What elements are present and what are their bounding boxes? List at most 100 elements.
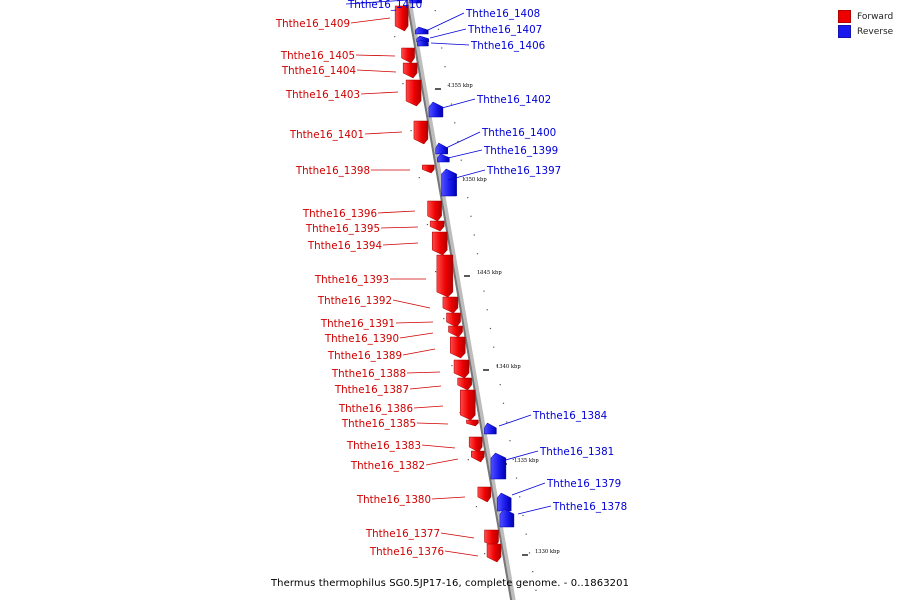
- gene-label[interactable]: Ththe16_1410: [347, 0, 422, 11]
- minor-tick: [480, 271, 482, 273]
- gene-glyph-ththe16-1396[interactable]: [427, 200, 442, 222]
- gene-glyph-ththe16-1384[interactable]: [484, 422, 497, 435]
- leader-line: [395, 321, 434, 324]
- gene-glyph-ththe16-1401[interactable]: [413, 120, 429, 145]
- gene-glyph-ththe16-1402[interactable]: [428, 101, 444, 118]
- leader-line: [441, 98, 476, 109]
- gene-glyph-ththe16-1388[interactable]: [453, 359, 470, 379]
- gene-glyph-ththe16-1393[interactable]: [436, 254, 454, 298]
- minor-tick: [444, 66, 446, 68]
- leader-line: [406, 371, 441, 374]
- gene-label[interactable]: Ththe16_1396: [302, 208, 377, 220]
- minor-tick: [493, 346, 495, 348]
- gene-glyph-ththe16-1398[interactable]: [422, 164, 435, 174]
- gene-label[interactable]: Ththe16_1409: [275, 18, 350, 30]
- leader-line: [392, 299, 431, 309]
- leader-line: [517, 505, 552, 515]
- minor-tick: [434, 10, 436, 12]
- gene-label[interactable]: Ththe16_1376: [369, 546, 444, 558]
- gene-label[interactable]: Ththe16_1385: [341, 418, 416, 430]
- gene-label[interactable]: Ththe16_1378: [552, 501, 627, 513]
- minor-tick: [454, 122, 456, 124]
- minor-tick: [450, 103, 453, 105]
- gene-glyph-ththe16-1397[interactable]: [441, 168, 457, 197]
- gene-glyph-ththe16-1379[interactable]: [496, 492, 512, 512]
- gene-label[interactable]: Ththe16_1381: [539, 446, 614, 458]
- gene-glyph-ththe16-1394[interactable]: [431, 231, 448, 256]
- minor-tick: [528, 552, 531, 554]
- gene-label[interactable]: Ththe16_1398: [295, 165, 370, 177]
- legend-label-reverse: Reverse: [857, 26, 894, 37]
- gene-glyph-ththe16-1410[interactable]: [409, 0, 422, 4]
- reverse-swatch-icon: [838, 25, 851, 38]
- gene-label[interactable]: Ththe16_1384: [532, 410, 607, 422]
- leader-line: [356, 69, 397, 73]
- gene-glyph-ththe16-1391[interactable]: [446, 312, 461, 328]
- gene-label[interactable]: Ththe16_1404: [281, 65, 356, 77]
- gene-glyph-ththe16-1405[interactable]: [401, 47, 415, 64]
- gene-glyph-ththe16-1404[interactable]: [402, 62, 418, 79]
- chromosome-axis-shadow: [406, 0, 516, 600]
- gene-glyph-ththe16-1399[interactable]: [437, 153, 450, 163]
- gene-glyph-ththe16-1392[interactable]: [442, 296, 459, 314]
- gene-label[interactable]: Ththe16_1395: [305, 223, 380, 235]
- gene-label[interactable]: Ththe16_1382: [350, 460, 425, 472]
- gene-label[interactable]: Ththe16_1408: [465, 8, 540, 20]
- minor-tick: [522, 514, 524, 517]
- gene-glyph-ththe16-1385[interactable]: [466, 419, 479, 427]
- minor-tick: [519, 496, 521, 498]
- minor-tick: [489, 327, 492, 330]
- gene-glyph-ththe16-1387[interactable]: [457, 377, 472, 391]
- leader-line: [345, 0, 409, 5]
- gene-glyph-ththe16-1383[interactable]: [468, 436, 483, 453]
- gene-label[interactable]: Ththe16_1379: [546, 478, 621, 490]
- leader-line: [380, 226, 419, 229]
- minor-tick: [402, 83, 404, 85]
- gene-glyph-ththe16-1400[interactable]: [435, 142, 448, 155]
- gene-glyph-ththe16-1403[interactable]: [405, 79, 422, 107]
- gene-label[interactable]: Ththe16_1406: [470, 40, 545, 52]
- gene-glyph-ththe16-1389[interactable]: [450, 336, 466, 359]
- gene-glyph-ththe16-1378[interactable]: [499, 508, 515, 528]
- gene-glyph-ththe16-1390[interactable]: [448, 325, 463, 338]
- minor-tick: [463, 178, 466, 180]
- gene-label[interactable]: Ththe16_1407: [467, 24, 542, 36]
- minor-tick: [512, 458, 514, 460]
- gene-label[interactable]: Ththe16_1402: [476, 94, 551, 106]
- gene-label[interactable]: Ththe16_1386: [338, 403, 413, 415]
- gene-glyph-ththe16-1386[interactable]: [460, 389, 476, 421]
- gene-label[interactable]: Ththe16_1393: [314, 274, 389, 286]
- gene-label[interactable]: Ththe16_1383: [346, 440, 421, 452]
- gene-label[interactable]: Ththe16_1377: [365, 528, 440, 540]
- leader-line: [350, 17, 391, 24]
- gene-label[interactable]: Ththe16_1405: [280, 50, 355, 62]
- minor-tick: [496, 365, 498, 367]
- gene-glyph-ththe16-1381[interactable]: [490, 452, 507, 480]
- gene-glyph-ththe16-1380[interactable]: [477, 486, 492, 503]
- gene-glyph-ththe16-1395[interactable]: [429, 220, 445, 232]
- gene-glyph-ththe16-1408[interactable]: [414, 26, 429, 35]
- gene-label[interactable]: Ththe16_1392: [317, 295, 392, 307]
- gene-glyph-ththe16-1376[interactable]: [486, 543, 502, 563]
- leader-line: [447, 149, 483, 159]
- minor-tick: [447, 84, 449, 86]
- gene-label[interactable]: Ththe16_1403: [285, 89, 360, 101]
- gene-label[interactable]: Ththe16_1397: [486, 165, 561, 177]
- gene-label[interactable]: Ththe16_1380: [356, 494, 431, 506]
- leader-line: [413, 405, 444, 409]
- gene-label[interactable]: Ththe16_1387: [334, 384, 409, 396]
- gene-label[interactable]: Ththe16_1394: [307, 240, 382, 252]
- gene-label[interactable]: Ththe16_1391: [320, 318, 395, 330]
- gene-label[interactable]: Ththe16_1401: [289, 129, 364, 141]
- legend-item-forward: Forward: [838, 9, 893, 24]
- gene-label[interactable]: Ththe16_1389: [327, 350, 402, 362]
- gene-glyph-ththe16-1409[interactable]: [394, 5, 409, 32]
- minor-tick: [437, 28, 440, 30]
- gene-label[interactable]: Ththe16_1399: [483, 145, 558, 157]
- gene-label[interactable]: Ththe16_1400: [481, 127, 556, 139]
- gene-label[interactable]: Ththe16_1390: [324, 333, 399, 345]
- gene-label[interactable]: Ththe16_1388: [331, 368, 406, 380]
- leader-line: [427, 12, 465, 31]
- gene-glyph-ththe16-1382[interactable]: [470, 450, 485, 463]
- gene-glyph-ththe16-1406[interactable]: [417, 39, 429, 47]
